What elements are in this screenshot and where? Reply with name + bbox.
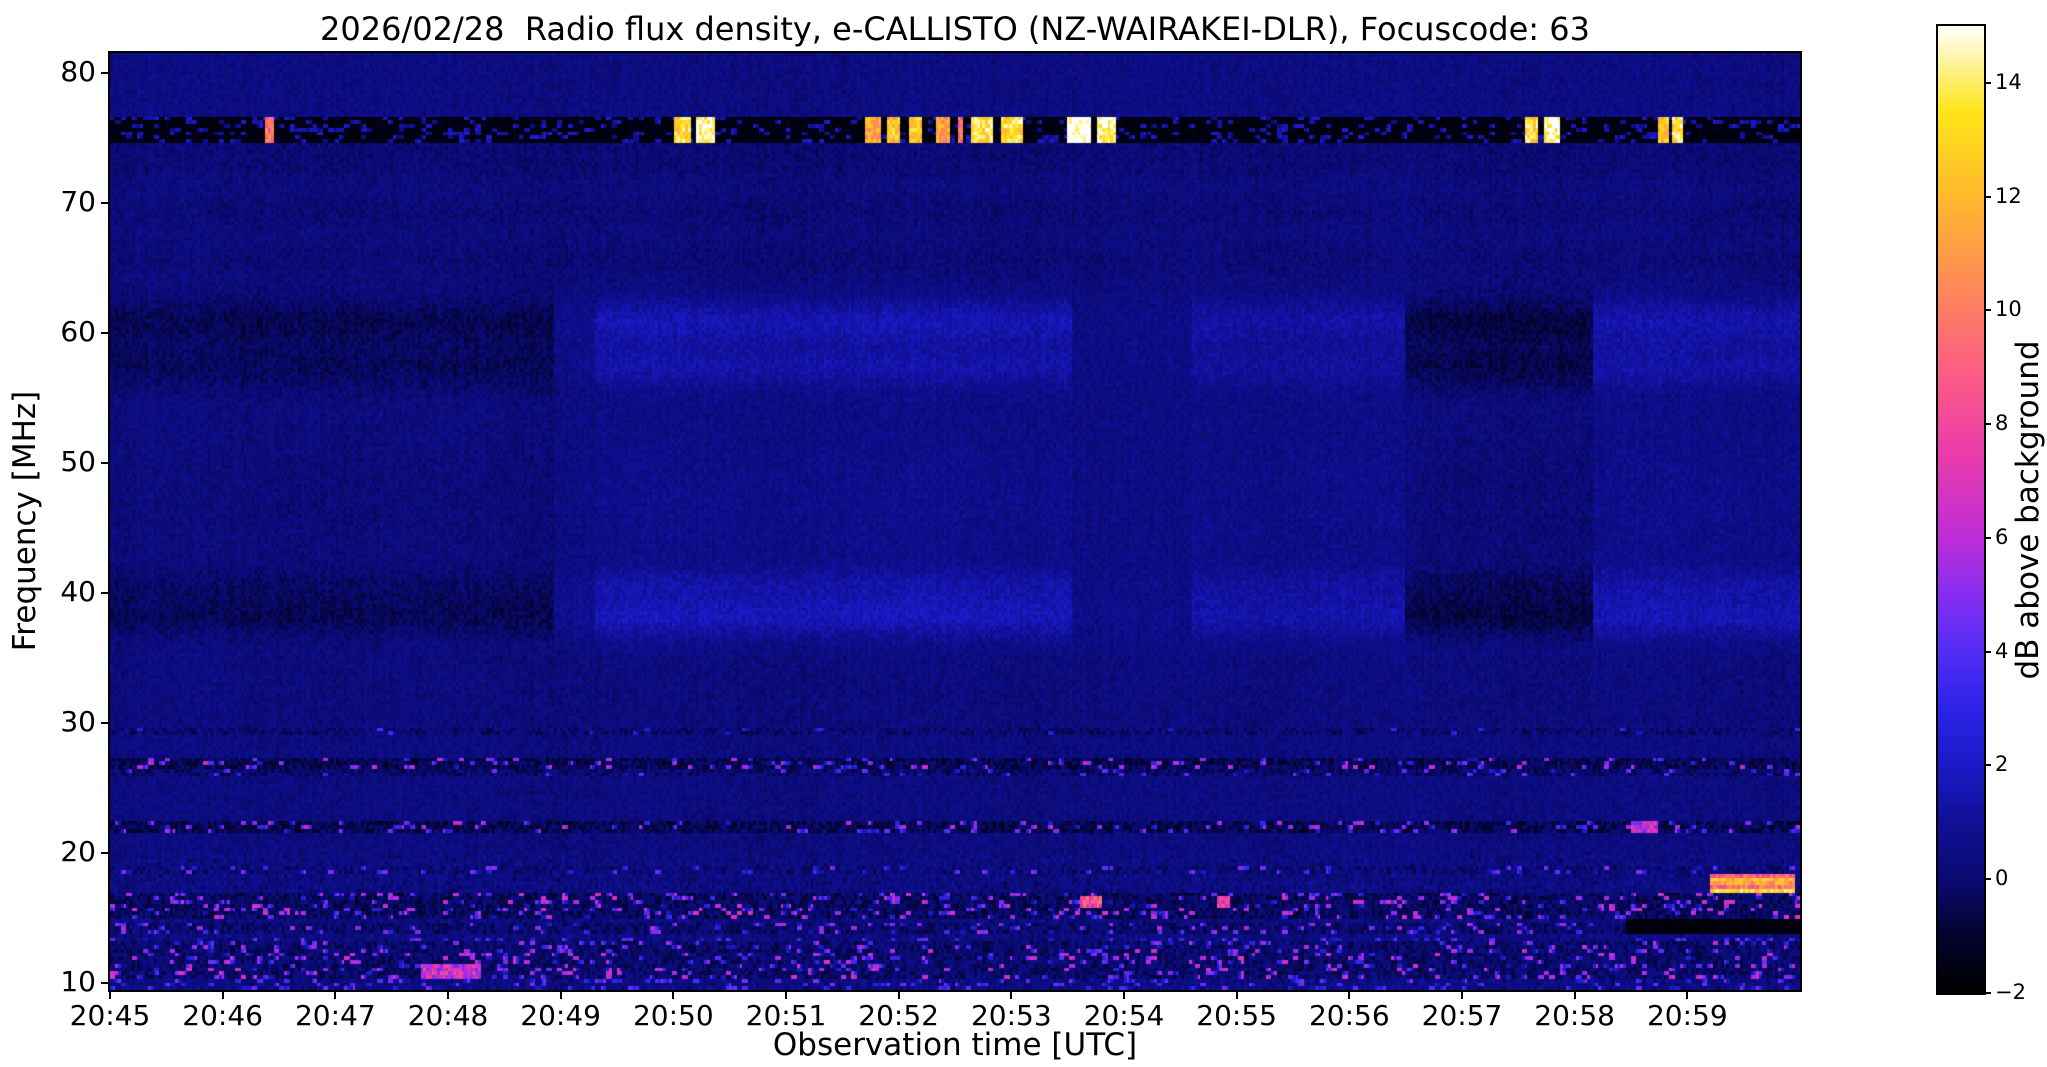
colorbar-label: dB above background (2010, 340, 2046, 680)
x-tick-label: 20:56 (1308, 999, 1390, 1032)
x-tick-mark (559, 990, 562, 999)
x-tick-mark (1010, 990, 1013, 999)
x-tick-mark (1235, 990, 1238, 999)
spectrogram-heatmap (108, 51, 1802, 992)
chart-title: 2026/02/28 Radio flux density, e-CALLIST… (320, 10, 1590, 48)
y-tick-mark (101, 461, 110, 464)
y-tick-label: 60 (60, 314, 96, 348)
x-tick-label: 20:50 (632, 999, 714, 1032)
y-tick-label: 70 (60, 184, 96, 218)
colorbar-tick-label: 2 (1995, 752, 2009, 777)
colorbar-tick-mark (1984, 423, 1991, 426)
colorbar-tick-mark (1984, 195, 1991, 198)
x-tick-label: 20:48 (407, 999, 489, 1032)
x-tick-label: 20:57 (1421, 999, 1503, 1032)
x-tick-mark (672, 990, 675, 999)
x-tick-label: 20:49 (520, 999, 601, 1032)
colorbar-tick-label: 4 (1995, 638, 2009, 663)
colorbar-tick-label: 10 (1995, 297, 2022, 322)
y-tick-label: 50 (60, 444, 96, 478)
x-tick-mark (447, 990, 449, 999)
y-tick-label: 80 (60, 54, 96, 88)
x-tick-mark (785, 990, 787, 999)
y-tick-mark (101, 71, 110, 74)
x-tick-label: 20:46 (182, 999, 263, 1032)
y-tick-mark (101, 592, 110, 595)
y-axis-label: Frequency [MHz] (7, 390, 43, 652)
colorbar-tick-mark (1984, 81, 1991, 84)
colorbar-tick-label: 8 (1995, 411, 2009, 436)
colorbar-tick-mark (1984, 309, 1991, 312)
x-tick-label: 20:58 (1534, 999, 1615, 1032)
x-tick-label: 20:45 (69, 999, 151, 1032)
x-tick-label: 20:59 (1646, 999, 1728, 1032)
colorbar-tick-label: 12 (1995, 183, 2022, 208)
y-tick-mark (101, 722, 110, 725)
colorbar-tick-mark (1984, 536, 1991, 539)
colorbar-tick-label: 6 (1995, 524, 2009, 549)
x-tick-mark (334, 990, 337, 999)
x-tick-mark (221, 990, 224, 999)
x-tick-label: 20:55 (1196, 999, 1277, 1032)
x-tick-mark (1348, 990, 1351, 999)
x-tick-label: 20:52 (858, 999, 939, 1032)
y-tick-mark (101, 852, 110, 855)
x-tick-label: 20:51 (745, 999, 827, 1032)
x-tick-mark (1686, 990, 1689, 999)
y-tick-label: 10 (60, 965, 96, 999)
colorbar-tick-mark (1984, 650, 1991, 653)
y-tick-mark (101, 982, 110, 985)
x-tick-mark (1461, 990, 1463, 999)
y-tick-mark (101, 201, 110, 204)
x-tick-mark (897, 990, 900, 999)
x-tick-mark (109, 990, 111, 999)
colorbar-tick-label: 14 (1995, 69, 2022, 94)
y-tick-label: 30 (60, 705, 96, 739)
y-tick-mark (101, 331, 110, 334)
colorbar-tick-label: 0 (1995, 866, 2009, 891)
colorbar-gradient (1936, 24, 1986, 995)
y-tick-label: 20 (60, 835, 96, 869)
x-tick-mark (1573, 990, 1576, 999)
x-tick-label: 20:47 (294, 999, 376, 1032)
y-tick-label: 40 (60, 575, 96, 609)
x-tick-mark (1123, 990, 1125, 999)
x-tick-label: 20:53 (970, 999, 1052, 1032)
colorbar-tick-mark (1984, 764, 1991, 767)
colorbar-tick-mark (1984, 992, 1991, 994)
colorbar-tick-label: −2 (1995, 980, 2026, 1004)
colorbar-tick-mark (1984, 878, 1991, 881)
x-axis-label: Observation time [UTC] (772, 1027, 1138, 1063)
x-tick-label: 20:54 (1083, 999, 1165, 1032)
